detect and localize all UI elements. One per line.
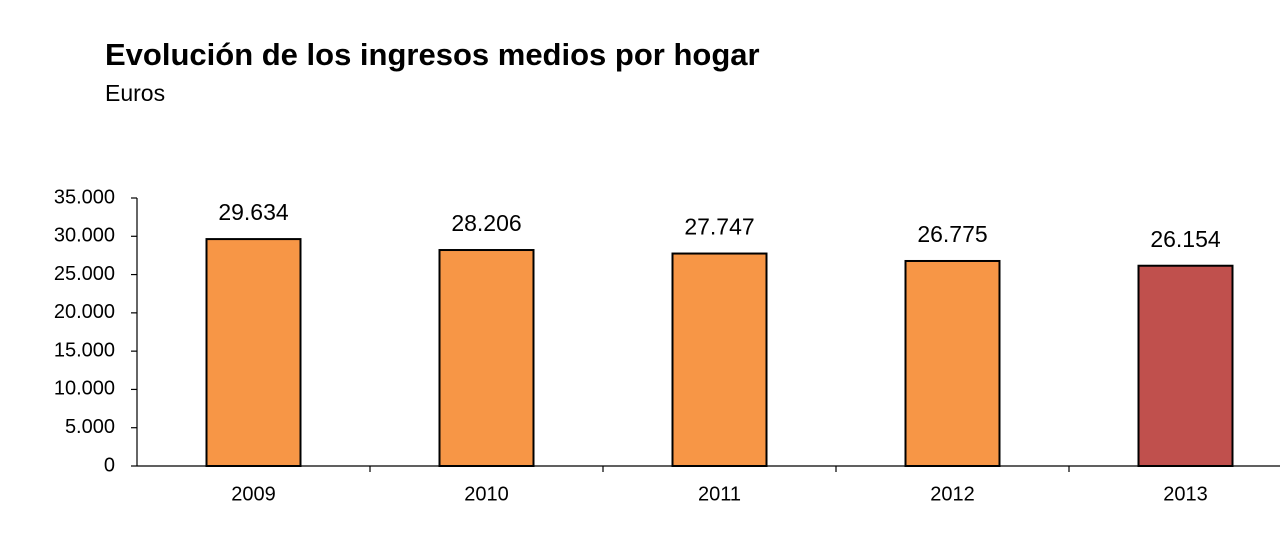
data-label: 29.634 [218,199,289,225]
x-tick-label: 2012 [930,483,975,505]
bar [1137,264,1234,467]
bar [438,249,535,467]
bar [904,259,1001,468]
bar [205,238,302,467]
y-tick-label: 0 [104,454,115,476]
data-label: 28.206 [451,210,521,236]
y-tick-label: 5.000 [65,416,115,438]
data-label: 26.775 [917,221,987,247]
x-tick-label: 2009 [231,483,276,505]
x-tick-label: 2010 [464,483,509,505]
y-tick-label: 15.000 [54,339,115,361]
data-label: 26.154 [1150,226,1221,252]
data-label: 27.747 [684,214,754,240]
y-tick-label: 30.000 [54,225,115,247]
y-tick-label: 35.000 [54,186,115,208]
x-tick-label: 2011 [698,483,741,505]
chart-subtitle: Euros [105,80,165,106]
y-tick-label: 10.000 [54,378,115,400]
y-tick-label: 25.000 [54,263,115,285]
x-tick-label: 2013 [1163,483,1208,505]
y-tick-label: 20.000 [54,301,115,323]
chart-title: Evolución de los ingresos medios por hog… [105,37,760,72]
bar [671,252,768,467]
